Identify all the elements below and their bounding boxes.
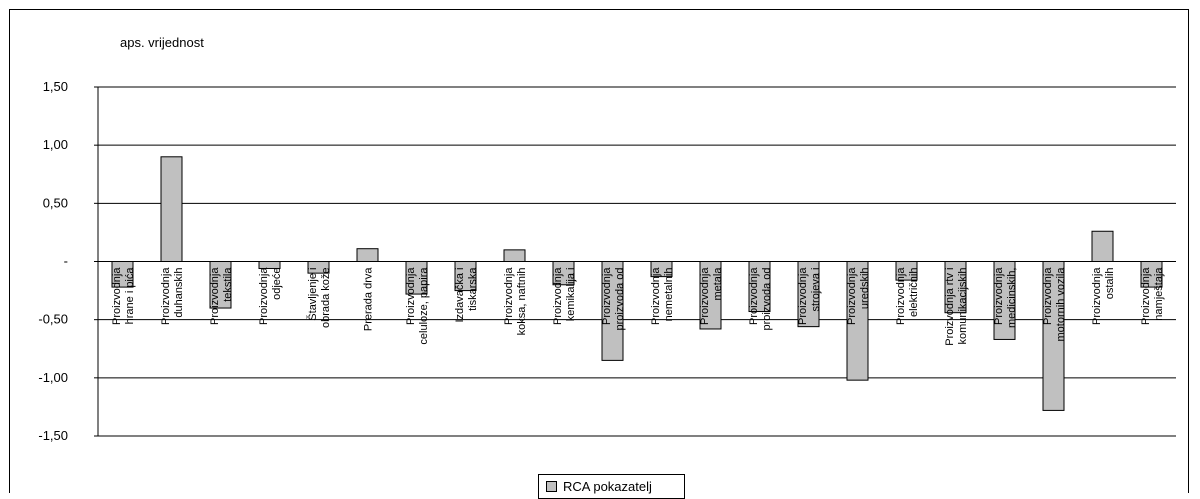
category-label: komunikacijskih (957, 268, 969, 345)
category-label: kemikalija i (565, 268, 577, 322)
category-label: Proizvodnja (503, 267, 515, 325)
y-tick-label: -0,50 (38, 312, 68, 327)
bars (111, 156, 1163, 411)
category-label: hrane i pića (124, 267, 136, 325)
category-label: tekstila (222, 267, 234, 302)
category-label: metala (712, 267, 724, 301)
category-labels: Proizvodnja hrane i pića Proizvodnja duhans… (111, 267, 1165, 346)
category-label: Proizvodnja (258, 267, 270, 325)
category-label: koksa, naftnih (516, 268, 528, 336)
category-label: duhanskih (173, 268, 185, 318)
category-label: Proizvodnja (895, 267, 907, 325)
category-label: nemetalnih (663, 268, 675, 322)
category-label: Proizvodnja (1140, 267, 1152, 325)
category-label: namještaja (1153, 267, 1165, 321)
bar (552, 261, 575, 286)
category-label: Štavljenje i (306, 268, 319, 321)
bar (307, 261, 330, 274)
legend: RCA pokazatelj (538, 474, 685, 499)
bar (405, 261, 428, 295)
category-label: celuloze, papira (418, 267, 430, 345)
category-label: Proizvodnja (993, 267, 1005, 325)
bar (895, 261, 918, 281)
category-label: ostalih (1104, 268, 1116, 300)
y-tick-label: - (64, 254, 68, 269)
bar (797, 261, 820, 328)
category-label: Proizvodnja (111, 267, 123, 325)
bar (209, 261, 232, 309)
category-label: obrada kože (320, 268, 332, 329)
y-axis-label: aps. vrijednost (120, 35, 204, 50)
category-label: medicinskih, (1006, 268, 1018, 329)
category-label: električnih (908, 268, 920, 318)
bar (993, 261, 1016, 340)
category-label: Proizvodnja (405, 267, 417, 325)
bar (503, 249, 526, 263)
y-tick-label: 1,50 (43, 79, 68, 94)
category-label: Proizvodnja (552, 267, 564, 325)
bar (601, 261, 624, 361)
y-tick-label: 1,00 (43, 137, 68, 152)
bar-chart: aps. vrijednost 1,50 1,00 0,50 - -0,50 -1,00 -… (38, 35, 1176, 443)
category-label: Proizvodnja (1091, 267, 1103, 325)
category-label: uredskih (859, 268, 871, 310)
legend-swatch (546, 481, 557, 492)
category-label: proizvoda od (761, 268, 773, 331)
bar (111, 261, 134, 288)
category-label: Proizvodnja (797, 267, 809, 325)
bar (454, 261, 477, 292)
category-label: Proizvodnja (601, 267, 613, 325)
category-label: motornih vozila (1055, 267, 1067, 342)
bar (846, 261, 869, 381)
category-label: Proizvodnja (209, 267, 221, 325)
category-label: strojeva i (810, 268, 822, 312)
category-label: Proizvodnja (846, 267, 858, 325)
bar (699, 261, 722, 330)
bar (650, 261, 673, 278)
bar (748, 261, 771, 313)
y-tick-label: -1,50 (38, 428, 68, 443)
bar (944, 261, 967, 314)
category-label: Proizvodnja (160, 267, 172, 325)
category-label: Proizvodnja (1042, 267, 1054, 325)
category-label: Prerada drva (363, 267, 375, 331)
category-label: proizvoda od (614, 268, 626, 331)
y-tick-labels: 1,50 1,00 0,50 - -0,50 -1,00 -1,50 (38, 79, 68, 443)
chart-area: aps. vrijednost 1,50 1,00 0,50 - -0,50 -1,00 -… (9, 9, 1189, 499)
y-tick-label: 0,50 (43, 195, 68, 210)
legend-label: RCA pokazatelj (563, 479, 652, 494)
category-label: odjeće (271, 268, 283, 300)
bar (1042, 261, 1065, 411)
category-label: Proizvodnja (699, 267, 711, 325)
bar (1140, 261, 1163, 288)
bar (356, 248, 379, 263)
category-label: Proizvodnja rtv i (944, 268, 956, 346)
category-label: Proizvodnja (650, 267, 662, 325)
category-label: Izdavačka i (454, 268, 466, 323)
category-label: Proizvodnja (748, 267, 760, 325)
bar (160, 156, 183, 262)
bar (1091, 230, 1114, 262)
bar (258, 261, 281, 269)
category-label: tiskarska (467, 267, 479, 311)
y-tick-label: -1,00 (38, 370, 68, 385)
